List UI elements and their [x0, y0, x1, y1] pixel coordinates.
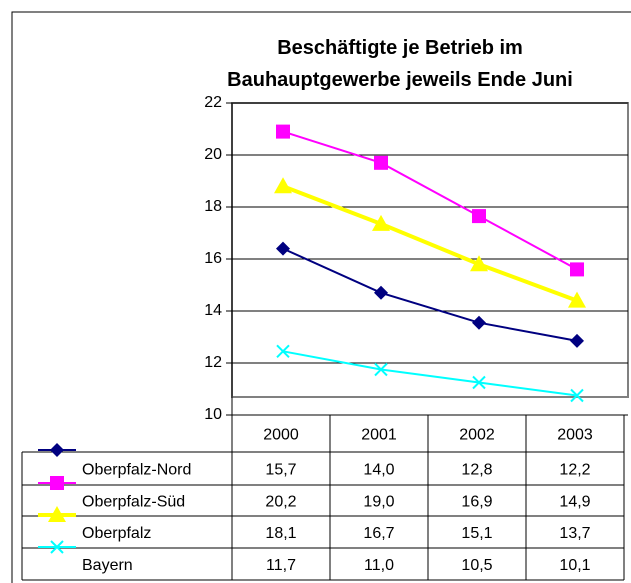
chart-title: Beschäftigte je Betrieb im Bauhauptgewer… [227, 37, 573, 91]
table-cell: 12,2 [559, 462, 590, 479]
y-tick-label: 10 [204, 406, 222, 423]
legend-label: Oberpfalz [82, 525, 151, 542]
marker [374, 155, 388, 170]
marker [48, 506, 66, 522]
table-cell: 15,7 [265, 462, 296, 479]
y-tick-label: 22 [204, 94, 222, 111]
legend-label: Oberpfalz-Süd [82, 494, 185, 511]
y-tick-label: 12 [204, 354, 222, 371]
marker [472, 209, 486, 224]
marker [50, 443, 64, 457]
legend-label: Oberpfalz-Nord [82, 462, 191, 479]
x-tick-label: 2002 [459, 427, 495, 444]
series-line [282, 184, 578, 303]
marker [372, 214, 390, 231]
table-cell: 10,5 [461, 557, 492, 574]
marker [50, 540, 64, 554]
table-cell: 15,1 [461, 525, 492, 542]
marker [276, 344, 290, 359]
marker [276, 124, 290, 139]
series-line [282, 130, 578, 271]
marker [374, 285, 388, 300]
x-tick-label: 2000 [263, 427, 299, 444]
table-cell: 20,2 [265, 494, 296, 511]
table-cell: 13,7 [559, 525, 590, 542]
marker [568, 291, 586, 308]
legend-label: Bayern [82, 557, 133, 574]
marker [570, 333, 584, 348]
marker [472, 375, 486, 390]
marker [274, 177, 292, 194]
series-line [282, 350, 578, 397]
y-tick-label: 14 [204, 302, 222, 319]
x-tick-label: 2001 [361, 427, 397, 444]
marker [472, 315, 486, 330]
marker [570, 388, 584, 403]
y-tick-label: 20 [204, 146, 222, 163]
table-cell: 12,8 [461, 462, 492, 479]
table-cell: 11,7 [266, 557, 296, 574]
marker [470, 255, 488, 272]
y-tick-label: 18 [204, 198, 222, 215]
table-cell: 14,0 [363, 462, 394, 479]
marker [50, 476, 64, 490]
table-cell: 10,1 [559, 557, 590, 574]
table-cell: 19,0 [363, 494, 394, 511]
marker [276, 241, 290, 256]
table-cell: 16,7 [363, 525, 394, 542]
table-cell: 16,9 [461, 494, 492, 511]
series-line [282, 247, 578, 342]
chart-frame [11, 11, 631, 583]
y-tick-label: 16 [204, 250, 222, 267]
marker [570, 262, 584, 277]
table-cell: 11,0 [364, 557, 394, 574]
marker [374, 362, 388, 377]
x-tick-label: 2003 [557, 427, 593, 444]
table-cell: 18,1 [265, 525, 296, 542]
table-cell: 14,9 [559, 494, 590, 511]
